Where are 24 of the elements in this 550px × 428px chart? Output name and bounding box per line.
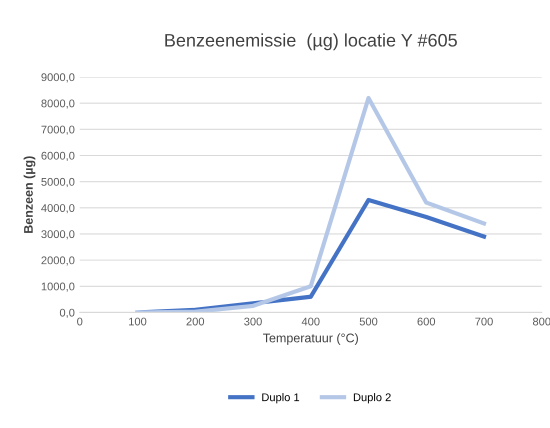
x-tick-label: 200 bbox=[186, 318, 204, 326]
y-tick-label: 5000,0 bbox=[41, 178, 74, 188]
line-series bbox=[135, 96, 486, 312]
y-tick-label: 7000,0 bbox=[41, 126, 74, 135]
x-tick-label: 600 bbox=[418, 318, 436, 326]
y-tick-label: 8000,0 bbox=[41, 99, 74, 109]
x-tick-label: 400 bbox=[302, 318, 320, 326]
x-axis-title: Temperatuur (°C) bbox=[263, 333, 358, 345]
y-tick-label: 3000,0 bbox=[41, 230, 74, 240]
y-tick-label: 2000,0 bbox=[41, 256, 74, 266]
x-tick-label: 500 bbox=[360, 318, 378, 326]
y-axis-title: Benzeen (µg) bbox=[24, 156, 36, 233]
y-tick-label: 9000,0 bbox=[41, 73, 74, 82]
legend-label: Duplo 2 bbox=[354, 393, 391, 404]
y-tick-label: 4000,0 bbox=[41, 204, 74, 214]
x-tick-label: 0 bbox=[77, 318, 82, 326]
legend-label: Duplo 1 bbox=[262, 393, 300, 404]
y-tick-label: 1000,0 bbox=[42, 282, 74, 292]
x-tick-label: 100 bbox=[129, 318, 146, 326]
x-tick-label: 300 bbox=[244, 318, 262, 326]
y-tick-label: 6000,0 bbox=[41, 152, 74, 161]
chart-title: Benzeenemissie (µg) locatie Y #605 bbox=[165, 33, 457, 50]
x-tick-label: 700 bbox=[475, 318, 493, 326]
y-tick-label: 0,0 bbox=[60, 308, 74, 318]
